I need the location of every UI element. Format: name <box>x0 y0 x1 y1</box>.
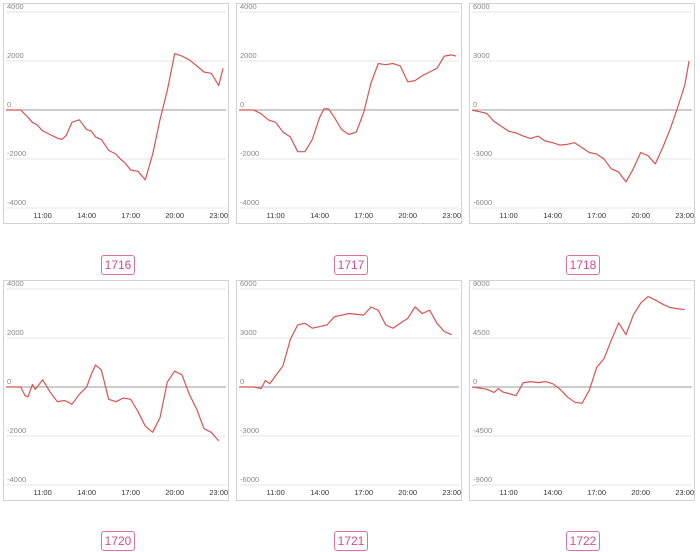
x-tick-label: 14:00 <box>77 211 96 220</box>
x-tick-label: 20:00 <box>398 211 417 220</box>
x-tick-label: 17:00 <box>354 211 373 220</box>
x-tick-label: 20:00 <box>631 211 650 220</box>
x-tick-label: 14:00 <box>310 488 329 497</box>
chart-panel-1721: 6000 3000 0 -3000 -6000 11:00 14:00 17:00 20:00 2… <box>236 279 462 501</box>
y-tick-label: -6000 <box>240 475 259 484</box>
x-tick-label: 20:00 <box>398 488 417 497</box>
chart-label-tag: 1720 <box>101 531 135 551</box>
y-tick-label: 0 <box>240 100 244 109</box>
y-tick-label: 0 <box>473 377 477 386</box>
x-tick-label: 14:00 <box>543 488 562 497</box>
y-tick-label: -9000 <box>473 475 492 484</box>
y-tick-label: 0 <box>7 100 11 109</box>
y-tick-label: 4000 <box>7 279 24 288</box>
chart-label-tag: 1716 <box>101 255 135 275</box>
series-line <box>471 296 685 404</box>
x-tick-label: 17:00 <box>354 488 373 497</box>
y-tick-label: 4500 <box>473 328 490 337</box>
y-tick-label: 0 <box>240 377 244 386</box>
x-tick-label: 23:00 <box>675 211 694 220</box>
y-tick-label: -2000 <box>7 426 26 435</box>
x-tick-label: 23:00 <box>442 211 461 220</box>
y-tick-label: 6000 <box>240 279 257 288</box>
x-tick-label: 23:00 <box>675 488 694 497</box>
y-tick-label: 4000 <box>240 2 257 11</box>
y-tick-label: -2000 <box>240 149 259 158</box>
chart-label-tag: 1721 <box>334 531 368 551</box>
x-tick-label: 23:00 <box>442 488 461 497</box>
chart-label-tag: 1722 <box>566 531 600 551</box>
x-tick-label: 20:00 <box>631 488 650 497</box>
x-tick-label: 14:00 <box>77 488 96 497</box>
x-tick-label: 23:00 <box>209 488 228 497</box>
y-tick-label: -3000 <box>473 149 492 158</box>
x-tick-label: 11:00 <box>34 211 52 220</box>
chart-label-tag: 1717 <box>334 255 368 275</box>
chart-svg: 9000 4500 0 -4500 -9000 11:00 14:00 17:00 20:00 2… <box>471 279 694 497</box>
x-tick-label: 14:00 <box>543 211 562 220</box>
y-tick-label: -4000 <box>7 198 26 207</box>
series-line <box>471 60 690 183</box>
chart-panel-1718: 6000 3000 0 -3000 -6000 11:00 14:00 17:00 20:00 2… <box>469 2 695 224</box>
series-line <box>239 54 457 153</box>
x-tick-label: 11:00 <box>500 211 518 220</box>
y-tick-label: -4000 <box>240 198 259 207</box>
y-tick-label: 0 <box>473 100 477 109</box>
x-tick-label: 17:00 <box>587 211 606 220</box>
chart-panel-1722: 9000 4500 0 -4500 -9000 11:00 14:00 17:00 20:00 2… <box>469 279 695 501</box>
y-tick-label: 4000 <box>7 2 24 11</box>
y-tick-label: -4000 <box>7 475 26 484</box>
x-tick-label: 23:00 <box>209 211 228 220</box>
series-line <box>239 306 452 390</box>
x-tick-label: 20:00 <box>165 488 184 497</box>
x-tick-label: 17:00 <box>587 488 606 497</box>
x-tick-label: 11:00 <box>500 488 518 497</box>
x-tick-label: 11:00 <box>267 488 285 497</box>
y-tick-label: 2000 <box>7 328 24 337</box>
y-tick-label: 2000 <box>240 51 257 60</box>
y-tick-label: 3000 <box>473 51 490 60</box>
x-tick-label: 11:00 <box>34 488 52 497</box>
chart-svg: 4000 2000 0 -2000 -4000 11:00 14:00 17:00 20:00 2… <box>6 279 228 497</box>
x-tick-label: 20:00 <box>165 211 184 220</box>
chart-svg: 4000 2000 0 -2000 -4000 11:00 14:00 17:00 20:00 2… <box>239 2 461 220</box>
x-tick-label: 17:00 <box>121 211 140 220</box>
chart-svg: 4000 2000 0 -2000 -4000 11:00 14:00 17:00 20:00 2… <box>6 2 228 220</box>
y-tick-label: -2000 <box>7 149 26 158</box>
chart-panel-1720: 4000 2000 0 -2000 -4000 11:00 14:00 17:00 20:00 2… <box>3 279 229 501</box>
y-tick-label: 6000 <box>473 2 490 11</box>
series-line <box>6 364 220 442</box>
x-tick-label: 11:00 <box>267 211 285 220</box>
chart-panel-1716: 4000 2000 0 -2000 -4000 11:00 14:00 17:00 20:00 2… <box>3 2 229 224</box>
x-tick-label: 14:00 <box>310 211 329 220</box>
series-line <box>6 52 224 181</box>
x-tick-label: 17:00 <box>121 488 140 497</box>
y-tick-label: -6000 <box>473 198 492 207</box>
y-tick-label: 2000 <box>7 51 24 60</box>
y-tick-label: -4500 <box>473 426 492 435</box>
chart-svg: 6000 3000 0 -3000 -6000 11:00 14:00 17:00 20:00 2… <box>239 279 461 497</box>
y-tick-label: 0 <box>7 377 11 386</box>
chart-panel-1717: 4000 2000 0 -2000 -4000 11:00 14:00 17:00 20:00 2… <box>236 2 462 224</box>
y-tick-label: 9000 <box>473 279 490 288</box>
y-tick-label: -3000 <box>240 426 259 435</box>
chart-svg: 6000 3000 0 -3000 -6000 11:00 14:00 17:00 20:00 2… <box>471 2 694 220</box>
chart-label-tag: 1718 <box>566 255 600 275</box>
y-tick-label: 3000 <box>240 328 257 337</box>
